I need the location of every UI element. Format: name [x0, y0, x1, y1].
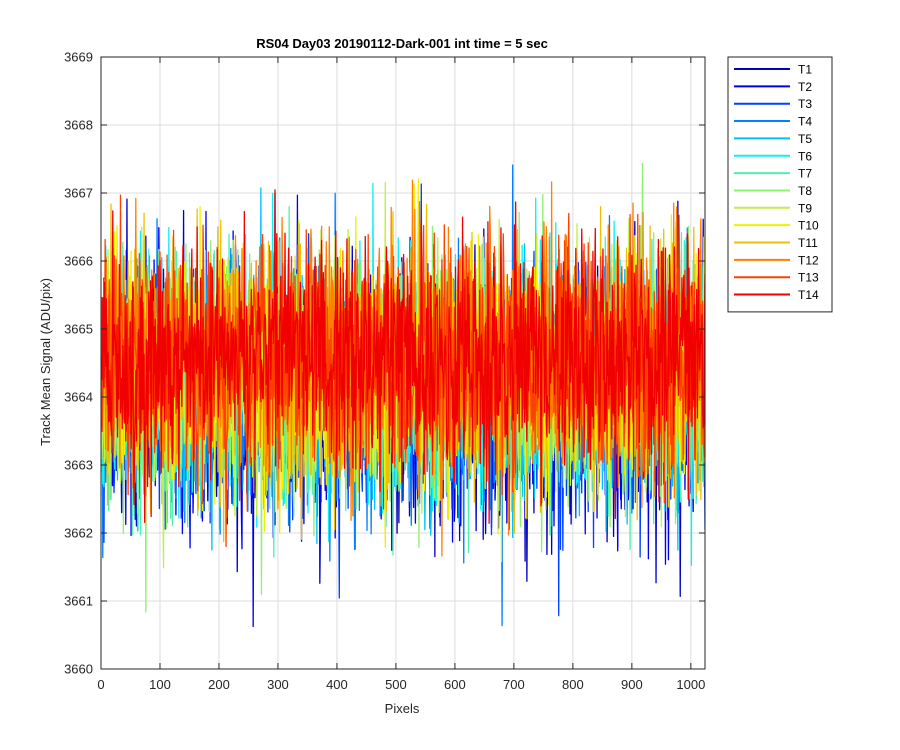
legend-box	[727, 56, 833, 313]
legend-label-t3: T3	[798, 97, 812, 111]
legend-label-t2: T2	[798, 80, 812, 94]
chart-title: RS04 Day03 20190112-Dark-001 int time = …	[256, 36, 548, 51]
y-tick-label: 3669	[64, 50, 93, 65]
x-tick-label: 0	[97, 677, 104, 692]
x-tick-label: 700	[503, 677, 525, 692]
y-tick-label: 3666	[64, 254, 93, 269]
legend-label-t14: T14	[798, 288, 819, 302]
legend-label-t4: T4	[798, 115, 812, 129]
legend-label-t6: T6	[798, 149, 812, 163]
x-tick-label: 300	[267, 677, 289, 692]
legend: T1 T2 T3 T4 T5 T6 T7 T8 T9 T10 T11 T12 T13 T14	[727, 56, 833, 313]
x-tick-label: 500	[385, 677, 407, 692]
legend-label-t13: T13	[798, 271, 819, 285]
legend-label-t1: T1	[798, 63, 812, 77]
legend-label-t8: T8	[798, 184, 812, 198]
x-tick-label: 200	[208, 677, 230, 692]
legend-label-t5: T5	[798, 132, 812, 146]
x-tick-label: 400	[326, 677, 348, 692]
legend-label-t7: T7	[798, 167, 812, 181]
x-tick-label: 900	[621, 677, 643, 692]
y-tick-label: 3664	[64, 390, 93, 405]
plot-area	[100, 56, 705, 670]
x-tick-label: 100	[149, 677, 171, 692]
y-tick-label: 3667	[64, 186, 93, 201]
y-tick-label: 3668	[64, 118, 93, 133]
x-tick-label: 800	[562, 677, 584, 692]
y-tick-label: 3663	[64, 458, 93, 473]
legend-label-t10: T10	[798, 219, 819, 233]
series-line-t14	[101, 189, 705, 524]
y-tick-label: 3660	[64, 662, 93, 677]
y-tick-label: 3661	[64, 594, 93, 609]
x-tick-label: 1000	[676, 677, 705, 692]
x-axis-label: Pixels	[385, 701, 420, 716]
legend-label-t11: T11	[798, 236, 818, 250]
x-tick-label: 600	[444, 677, 466, 692]
y-axis-label: Track Mean Signal (ADU/pix)	[38, 278, 53, 446]
axes-box	[100, 56, 706, 670]
y-tick-label: 3662	[64, 526, 93, 541]
y-tick-label: 3665	[64, 322, 93, 337]
legend-label-t12: T12	[798, 253, 819, 267]
axes: 0 100 200 300 400 500 600 700 800 900 1000 3660 3661…	[64, 50, 706, 692]
legend-label-t9: T9	[798, 201, 812, 215]
